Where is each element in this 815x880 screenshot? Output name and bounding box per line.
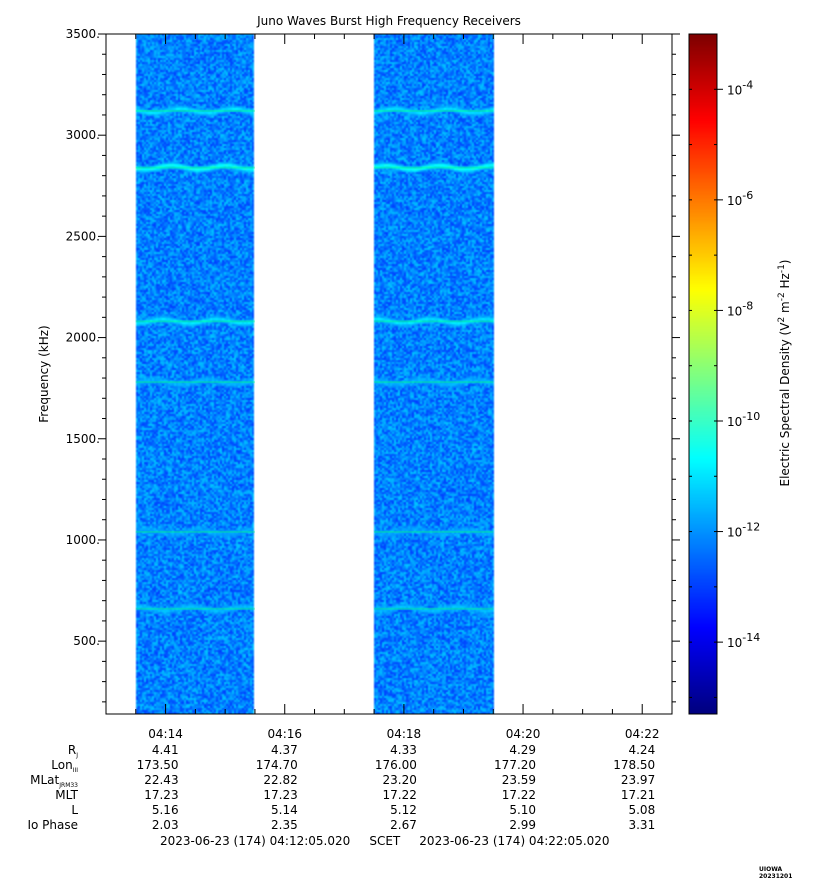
ephemeris-value: 5.14: [271, 803, 298, 817]
ephemeris-value: 174.70: [256, 758, 298, 772]
y-tick-label: 1000.: [66, 533, 100, 547]
x-tick-label: 04:16: [267, 727, 302, 741]
ephemeris-value: 2.03: [152, 818, 179, 832]
ephemeris-value: 23.59: [502, 773, 536, 787]
spectrogram-image: [106, 34, 672, 714]
ephemeris-value: 22.43: [144, 773, 178, 787]
ephemeris-row-label: L: [71, 803, 78, 817]
ephemeris-value: 4.29: [509, 743, 536, 757]
ephemeris-table: RJ 4.41 4.37 4.33 4.29 4.24 LonIII 173.50 174.70…: [27, 743, 655, 832]
x-tick-label: 04:22: [625, 727, 660, 741]
ephemeris-row-label: Io Phase: [27, 818, 78, 832]
colorbar-tick-label: 10-6: [727, 189, 753, 208]
ephemeris-row-label: LonIII: [51, 758, 78, 774]
colorbar-tick-label: 10-14: [727, 631, 760, 650]
y-axis: 500. 1000. 1500. 2000. 2500. 3000. 3500.: [66, 27, 680, 703]
ephemeris-value: 177.20: [494, 758, 536, 772]
ephemeris-value: 23.20: [383, 773, 417, 787]
y-tick-label: 3000.: [66, 128, 100, 142]
ephemeris-value: 5.12: [390, 803, 417, 817]
spectral-line-features: [135, 109, 494, 610]
y-tick-label: 500.: [73, 634, 100, 648]
y-tick-label: 1500.: [66, 432, 100, 446]
ephemeris-value: 176.00: [375, 758, 417, 772]
ephemeris-value: 178.50: [613, 758, 655, 772]
y-tick-label: 2000.: [66, 331, 100, 345]
ephemeris-value: 3.31: [628, 818, 655, 832]
colorbar-tick-label: 10-4: [727, 78, 753, 97]
ephemeris-value: 4.24: [628, 743, 655, 757]
y-axis-label: Frequency (kHz): [37, 325, 51, 422]
chart-title: Juno Waves Burst High Frequency Receiver…: [256, 14, 521, 28]
ephemeris-value: 5.16: [152, 803, 179, 817]
ephemeris-value: 2.35: [271, 818, 298, 832]
ephemeris-value: 17.23: [144, 788, 178, 802]
time-range-footer: 2023-06-23 (174) 04:12:05.020 SCET 2023-…: [160, 834, 610, 848]
x-tick-label: 04:20: [506, 727, 541, 741]
x-tick-label: 04:14: [148, 727, 183, 741]
colorbar-tick-label: 10-8: [727, 299, 753, 318]
x-tick-label: 04:18: [387, 727, 422, 741]
ephemeris-row-label: MLT: [55, 788, 78, 802]
ephemeris-value: 17.22: [383, 788, 417, 802]
ephemeris-value: 23.97: [621, 773, 655, 787]
ephemeris-value: 17.23: [263, 788, 297, 802]
y-tick-label: 2500.: [66, 229, 100, 243]
ephemeris-value: 22.82: [263, 773, 297, 787]
ephemeris-value: 2.67: [390, 818, 417, 832]
colorbar-label: Electric Spectral Density (V2 m-2 Hz-1): [777, 259, 792, 486]
ephemeris-value: 2.99: [509, 818, 536, 832]
colorbar-frame: [688, 33, 718, 715]
x-axis: 04:14 04:16 04:18 04:20 04:22: [135, 34, 673, 741]
ephemeris-value: 4.41: [152, 743, 179, 757]
ephemeris-value: 5.10: [509, 803, 536, 817]
ephemeris-value: 4.33: [390, 743, 417, 757]
ephemeris-value: 5.08: [628, 803, 655, 817]
ephemeris-value: 4.37: [271, 743, 298, 757]
ephemeris-value: 17.21: [621, 788, 655, 802]
ephemeris-value: 173.50: [137, 758, 179, 772]
colorbar-tick-label: 10-10: [727, 410, 760, 429]
plot-frame: [105, 33, 673, 715]
colorbar: 10-14 10-12 10-10 10-8 10-6 10-4: [688, 33, 760, 715]
y-tick-label: 3500.: [66, 27, 100, 41]
uiowa-stamp: UIOWA 20231201: [759, 866, 793, 880]
ephemeris-row-label: RJ: [68, 743, 78, 759]
colorbar-ticks: 10-14 10-12 10-10 10-8 10-6 10-4: [689, 33, 760, 698]
colorbar-gradient: [689, 34, 717, 714]
ephemeris-value: 17.22: [502, 788, 536, 802]
ephemeris-row-label: MLatJRM33: [30, 773, 78, 789]
colorbar-tick-label: 10-12: [727, 521, 760, 540]
plot-area: [105, 33, 673, 715]
